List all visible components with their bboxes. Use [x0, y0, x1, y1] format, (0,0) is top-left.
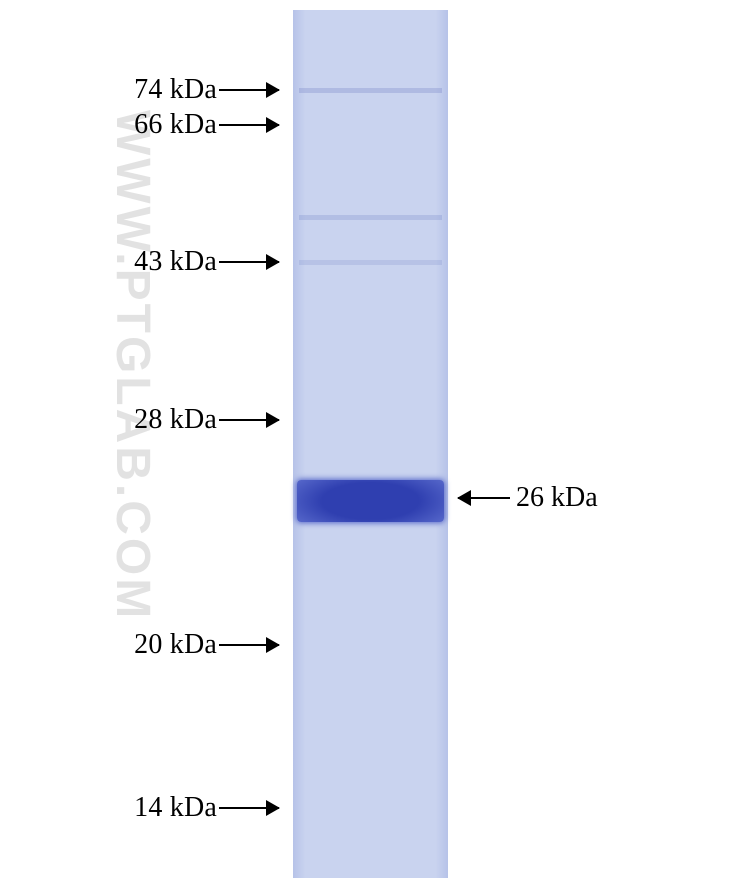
arrow-right-icon — [219, 89, 279, 91]
marker-66kda: 66 kDa — [107, 107, 279, 143]
arrow-left-icon — [458, 497, 510, 499]
marker-14kda: 14 kDa — [107, 790, 279, 826]
result-marker-26kda: 26 kDa — [458, 480, 598, 516]
marker-label: 74 kDa — [107, 74, 219, 106]
arrow-right-icon — [219, 419, 279, 421]
marker-43kda: 43 kDa — [107, 244, 279, 280]
faint-band-43-lower — [299, 260, 442, 265]
gel-figure: WWW.PTGLAB.COM 74 kDa 66 kDa 43 kDa 28 k… — [0, 0, 740, 890]
arrow-right-icon — [219, 807, 279, 809]
marker-label: 28 kDa — [107, 404, 219, 436]
marker-74kda: 74 kDa — [107, 72, 279, 108]
marker-label: 43 kDa — [107, 246, 219, 278]
marker-28kda: 28 kDa — [107, 402, 279, 438]
result-label: 26 kDa — [510, 482, 598, 514]
main-band-26kda — [297, 480, 444, 522]
arrow-right-icon — [219, 644, 279, 646]
faint-band-43-upper — [299, 215, 442, 220]
gel-lane — [293, 10, 448, 878]
marker-label: 66 kDa — [107, 109, 219, 141]
faint-band-74 — [299, 88, 442, 93]
watermark-text: WWW.PTGLAB.COM — [105, 110, 160, 621]
marker-label: 20 kDa — [107, 629, 219, 661]
marker-20kda: 20 kDa — [107, 627, 279, 663]
marker-label: 14 kDa — [107, 792, 219, 824]
arrow-right-icon — [219, 124, 279, 126]
arrow-right-icon — [219, 261, 279, 263]
